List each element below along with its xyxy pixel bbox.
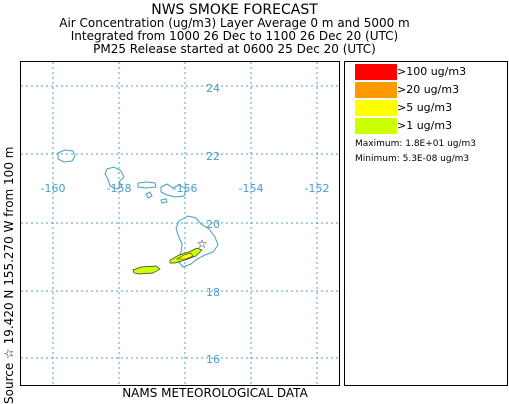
legend-panel: >100 ug/m3 >20 ug/m3 >5 ug/m3 >1 ug/m3 M… [344, 61, 508, 386]
legend-swatch-lime [355, 118, 397, 134]
legend-label: >100 ug/m3 [397, 65, 467, 78]
lat-label: 18 [206, 286, 220, 299]
legend-label: >1 ug/m3 [397, 119, 453, 132]
lat-label: 20 [206, 218, 220, 231]
latitude-gridlines [21, 85, 339, 359]
lon-label: -158 [107, 182, 132, 195]
map-canvas: 24 22 20 18 16 -160 -158 -156 -154 -152 [21, 62, 339, 385]
maximum-concentration: Maximum: 1.8E+01 ug/m3 [355, 139, 477, 149]
meteorological-data-caption: NAMS METEOROLOGICAL DATA [122, 386, 308, 400]
coastlines [57, 149, 219, 268]
minimum-concentration: Minimum: 5.3E-08 ug/m3 [355, 154, 470, 164]
legend-swatch-orange [355, 82, 397, 98]
island-kahoolawe [160, 198, 168, 204]
lat-label: 16 [206, 353, 220, 366]
island-molokai [137, 181, 157, 189]
release-start: PM25 Release started at 0600 25 Dec 20 (… [93, 42, 376, 56]
smoke-plumes [132, 247, 203, 275]
lat-label: 22 [206, 150, 220, 163]
legend-label: >5 ug/m3 [397, 101, 453, 114]
source-location-caption: Source ☆ 19.420 N 155.270 W from 100 m [2, 146, 16, 404]
island-oahu [104, 166, 125, 190]
island-lanai [145, 191, 153, 199]
plume-over-1 [132, 265, 161, 275]
legend-swatch-red [355, 64, 397, 80]
lat-label: 24 [206, 82, 220, 95]
lon-label: -160 [41, 182, 66, 195]
lon-label: -152 [305, 182, 330, 195]
island-hawaii [175, 215, 219, 268]
plume-over-5 [175, 252, 194, 260]
map-panel: 24 22 20 18 16 -160 -158 -156 -154 -152 [20, 61, 340, 386]
legend-label: >20 ug/m3 [397, 83, 460, 96]
island-maui [160, 183, 187, 198]
star-icon: ☆ [197, 237, 208, 251]
legend-swatch-yellow [355, 100, 397, 116]
concentration-subtitle: Air Concentration (ug/m3) Layer Average … [59, 16, 410, 30]
island-kauai [57, 149, 76, 163]
lon-label: -154 [239, 182, 264, 195]
integration-period: Integrated from 1000 26 Dec to 1100 26 D… [70, 29, 399, 43]
map-title: NWS SMOKE FORECAST [151, 2, 318, 18]
